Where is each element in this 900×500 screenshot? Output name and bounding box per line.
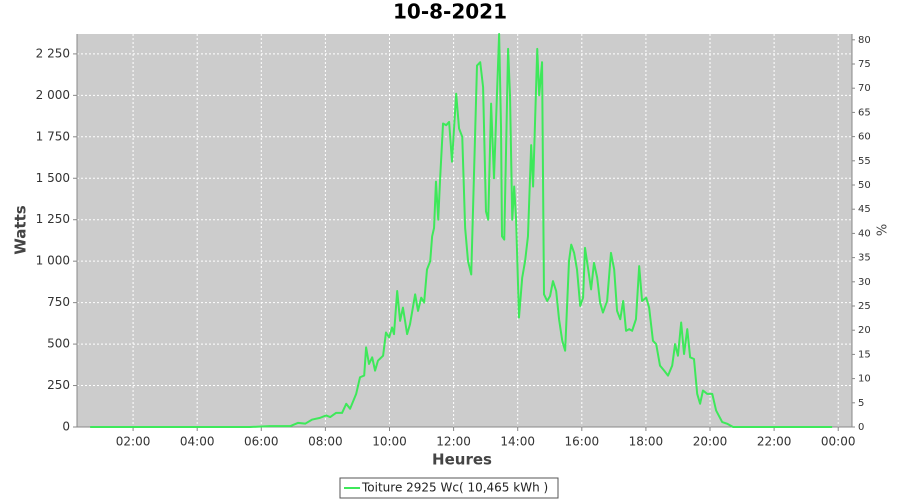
- y2-axis-label: %: [876, 224, 891, 236]
- x-tick-label: 10:00: [372, 435, 407, 449]
- x-tick-label: 18:00: [629, 435, 664, 449]
- y-tick-label: 1 000: [36, 254, 70, 268]
- y-tick-label: 750: [47, 295, 70, 309]
- y2-tick-label: 30: [858, 277, 871, 288]
- y-tick-label: 0: [62, 420, 70, 434]
- y2-tick-label: 65: [858, 107, 871, 118]
- y2-tick-label: 60: [858, 132, 871, 143]
- x-tick-label: 22:00: [757, 435, 792, 449]
- x-axis-label: Heures: [432, 451, 492, 469]
- y-tick-label: 1 500: [36, 171, 70, 185]
- y2-tick-label: 20: [858, 325, 871, 336]
- y2-tick-label: 15: [858, 349, 871, 360]
- y2-tick-label: 40: [858, 228, 871, 239]
- y2-tick-label: 70: [858, 83, 871, 94]
- y2-tick-label: 55: [858, 156, 871, 167]
- x-tick-label: 00:00: [821, 435, 856, 449]
- y2-tick-label: 0: [858, 422, 864, 433]
- x-tick-label: 08:00: [308, 435, 343, 449]
- x-tick-label: 16:00: [565, 435, 600, 449]
- y2-tick-label: 5: [858, 398, 864, 409]
- y-tick-label: 500: [47, 337, 70, 351]
- x-tick-label: 04:00: [180, 435, 215, 449]
- x-tick-label: 14:00: [500, 435, 535, 449]
- y-tick-label: 2 000: [36, 88, 70, 102]
- y2-tick-label: 25: [858, 301, 871, 312]
- data-line: [90, 33, 833, 428]
- x-tick-label: 02:00: [116, 435, 151, 449]
- y-tick-label: 1 750: [36, 129, 70, 143]
- y2-tick-label: 50: [858, 180, 871, 191]
- y2-tick-label: 80: [858, 35, 871, 46]
- x-tick-label: 12:00: [436, 435, 471, 449]
- y-tick-label: 2 250: [36, 46, 70, 60]
- y-axis-label: Watts: [12, 205, 30, 254]
- y-tick-label: 250: [47, 378, 70, 392]
- y2-tick-label: 45: [858, 204, 871, 215]
- legend-box: [339, 477, 559, 499]
- legend-label: Toiture 2925 Wc( 10,465 kWh ): [361, 481, 548, 495]
- y2-tick-label: 75: [858, 59, 871, 70]
- y2-tick-label: 10: [858, 374, 871, 385]
- y2-tick-label: 35: [858, 253, 871, 264]
- x-tick-label: 06:00: [244, 435, 279, 449]
- chart-title: 10-8-2021: [393, 0, 507, 24]
- y-tick-label: 1 250: [36, 212, 70, 226]
- x-tick-label: 20:00: [693, 435, 728, 449]
